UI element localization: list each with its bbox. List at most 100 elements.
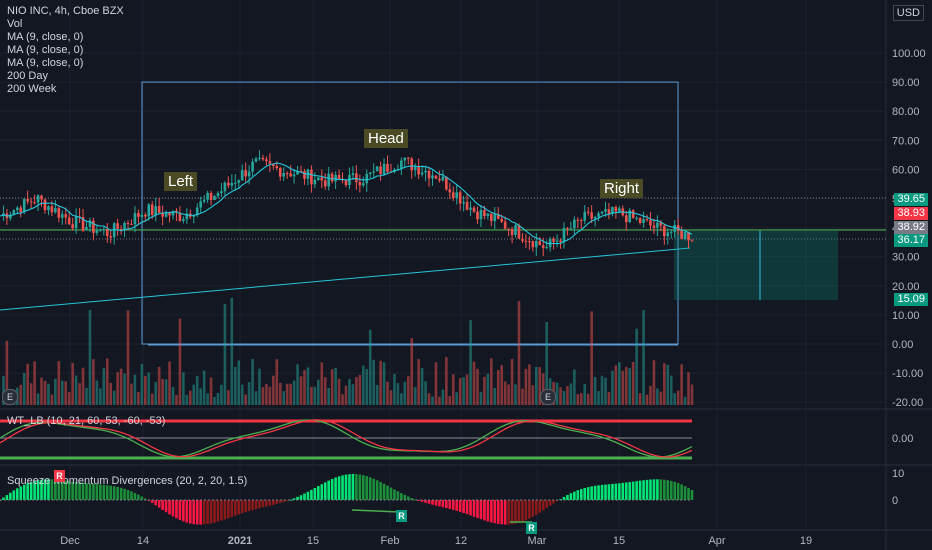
candle-body bbox=[413, 166, 417, 171]
candle-body bbox=[382, 163, 386, 175]
candle-body bbox=[642, 219, 645, 223]
volume-bar bbox=[576, 394, 580, 405]
candle-body bbox=[445, 176, 448, 190]
squeeze-histogram-bar bbox=[285, 500, 289, 501]
squeeze-histogram-bar bbox=[635, 481, 638, 500]
divergence-badge-bearish[interactable]: R bbox=[54, 470, 65, 482]
price-label-38-92: 38.92 bbox=[894, 221, 928, 234]
volume-bar bbox=[510, 359, 514, 405]
earnings-marker-1[interactable]: E bbox=[2, 389, 18, 405]
candle-body bbox=[569, 228, 573, 230]
volume-bar bbox=[109, 382, 113, 405]
annotation-right[interactable]: Right bbox=[600, 179, 644, 198]
squeeze-histogram-bar bbox=[92, 483, 95, 500]
volume-bar bbox=[140, 363, 144, 405]
volume-bar bbox=[265, 383, 268, 405]
legend-200-day[interactable]: 200 Day bbox=[7, 70, 48, 82]
squeeze-histogram-bar bbox=[209, 500, 213, 524]
candle-body bbox=[586, 211, 590, 213]
x-tick-label: 2021 bbox=[228, 535, 252, 547]
candle-body bbox=[618, 208, 621, 212]
x-tick-label: Feb bbox=[381, 535, 400, 547]
candle-body bbox=[133, 213, 137, 225]
candle-body bbox=[521, 238, 524, 241]
squeeze-histogram-bar bbox=[455, 500, 459, 511]
candle-body bbox=[531, 241, 535, 248]
squeeze-histogram-bar bbox=[140, 496, 144, 500]
legend-ma-1[interactable]: MA (9, close, 0) bbox=[7, 31, 84, 43]
currency-button[interactable]: USD bbox=[892, 5, 924, 21]
volume-bar bbox=[85, 387, 88, 405]
volume-bar bbox=[223, 303, 227, 405]
volume-bar bbox=[496, 370, 500, 405]
earnings-marker-2[interactable]: E bbox=[540, 389, 556, 405]
squeeze-histogram-bar bbox=[573, 491, 576, 500]
candle-body bbox=[137, 213, 140, 217]
squeeze-histogram-bar bbox=[133, 492, 137, 500]
squeeze-histogram-bar bbox=[296, 496, 299, 500]
wavetrend-label[interactable]: WT_LB (10, 21, 60, 53, -60, -53) bbox=[7, 415, 166, 427]
annotation-head[interactable]: Head bbox=[364, 129, 408, 148]
candle-body bbox=[631, 210, 635, 218]
volume-bar bbox=[313, 386, 317, 405]
candle-body bbox=[272, 163, 275, 166]
candle-body bbox=[275, 165, 279, 169]
squeeze-histogram-bar bbox=[275, 500, 279, 504]
annotation-left[interactable]: Left bbox=[164, 172, 198, 191]
candle-body bbox=[116, 223, 119, 229]
squeeze-histogram-bar bbox=[656, 479, 659, 500]
candle-body bbox=[351, 173, 355, 176]
volume-bar bbox=[687, 372, 690, 405]
candle-body bbox=[676, 225, 680, 231]
volume-bar bbox=[642, 309, 645, 405]
volume-bar bbox=[330, 369, 334, 405]
volume-bar bbox=[323, 377, 327, 405]
volume-bar bbox=[161, 379, 164, 405]
volume-bar bbox=[334, 367, 337, 405]
volume-bar bbox=[47, 383, 50, 405]
candle-body bbox=[576, 219, 580, 221]
squeeze-histogram-bar bbox=[535, 500, 538, 515]
legend-symbol[interactable]: NIO INC, 4h, Cboe BZX bbox=[7, 5, 124, 17]
volume-bar bbox=[171, 387, 175, 405]
squeeze-histogram-bar bbox=[223, 500, 227, 520]
squeeze-histogram-bar bbox=[552, 500, 555, 504]
volume-bar bbox=[22, 373, 26, 405]
squeeze-histogram-bar bbox=[36, 480, 40, 500]
volume-bar bbox=[427, 393, 431, 405]
volume-bar bbox=[649, 385, 652, 405]
squeeze-histogram-bar bbox=[628, 482, 632, 500]
volume-bar bbox=[434, 362, 438, 405]
volume-bar bbox=[175, 394, 178, 405]
volume-bar bbox=[472, 361, 476, 405]
squeeze-histogram-bar bbox=[569, 493, 573, 500]
legend-ma-3[interactable]: MA (9, close, 0) bbox=[7, 57, 84, 69]
volume-bar bbox=[26, 363, 29, 405]
divergence-badge-bullish-1[interactable]: R bbox=[396, 510, 407, 522]
squeeze-histogram-bar bbox=[375, 480, 379, 500]
legend-ma-2[interactable]: MA (9, close, 0) bbox=[7, 44, 84, 56]
candle-body bbox=[562, 228, 566, 243]
candle-body bbox=[624, 215, 628, 223]
legend-200-week[interactable]: 200 Week bbox=[7, 83, 57, 95]
squeeze-histogram-bar bbox=[431, 500, 434, 505]
squeeze-label[interactable]: Squeeze Momentum Divergences (20, 2, 20,… bbox=[7, 475, 248, 487]
candle-body bbox=[64, 214, 68, 218]
volume-bar bbox=[71, 362, 74, 405]
candle-body bbox=[469, 207, 472, 210]
squeeze-histogram-bar bbox=[310, 489, 313, 500]
candle-body bbox=[462, 202, 465, 204]
candle-body bbox=[600, 211, 604, 214]
candle-body bbox=[455, 192, 459, 199]
squeeze-histogram-bar bbox=[337, 476, 341, 500]
chart-legend: NIO INC, 4h, Cboe BZX Vol MA (9, close, … bbox=[7, 5, 124, 96]
volume-bar bbox=[341, 394, 344, 405]
volume-bar bbox=[99, 388, 102, 405]
volume-bar bbox=[230, 297, 234, 405]
volume-bar bbox=[40, 377, 43, 405]
squeeze-histogram-bar bbox=[458, 500, 462, 512]
candle-body bbox=[327, 173, 330, 187]
divergence-badge-bullish-2[interactable]: R bbox=[526, 522, 537, 534]
legend-vol[interactable]: Vol bbox=[7, 18, 23, 30]
